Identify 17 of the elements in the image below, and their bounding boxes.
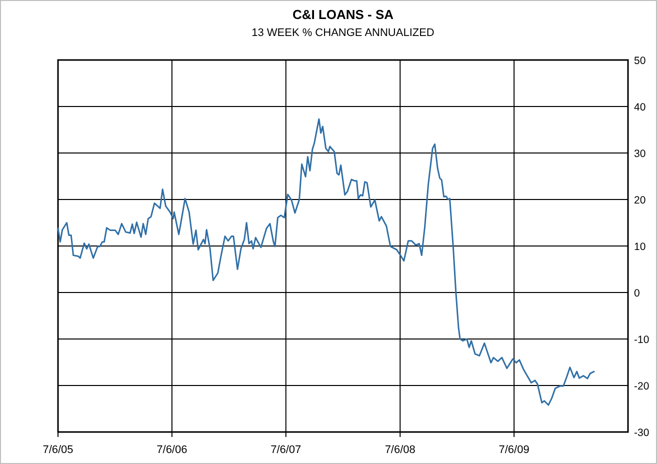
x-tick-label: 7/6/08 [384,444,416,456]
x-tick-label: 7/6/09 [498,444,530,456]
y-tick-label: -30 [634,427,650,439]
y-tick-label: -10 [634,334,650,346]
y-tick-label: 50 [634,55,646,67]
y-tick-label: 30 [634,148,646,160]
chart-title: C&I LOANS - SA [292,7,394,22]
line-series [57,118,595,406]
x-tick-label: 7/6/06 [156,444,188,456]
y-tick-label: 20 [634,194,646,206]
chart-subtitle: 13 WEEK % CHANGE ANNUALIZED [252,27,434,39]
y-tick-label: 0 [634,288,640,300]
y-tick-label: 40 [634,102,646,114]
y-tick-label: 10 [634,241,646,253]
x-tick-label: 7/6/05 [42,444,74,456]
y-tick-label: -20 [634,380,650,392]
x-tick-label: 7/6/07 [270,444,302,456]
